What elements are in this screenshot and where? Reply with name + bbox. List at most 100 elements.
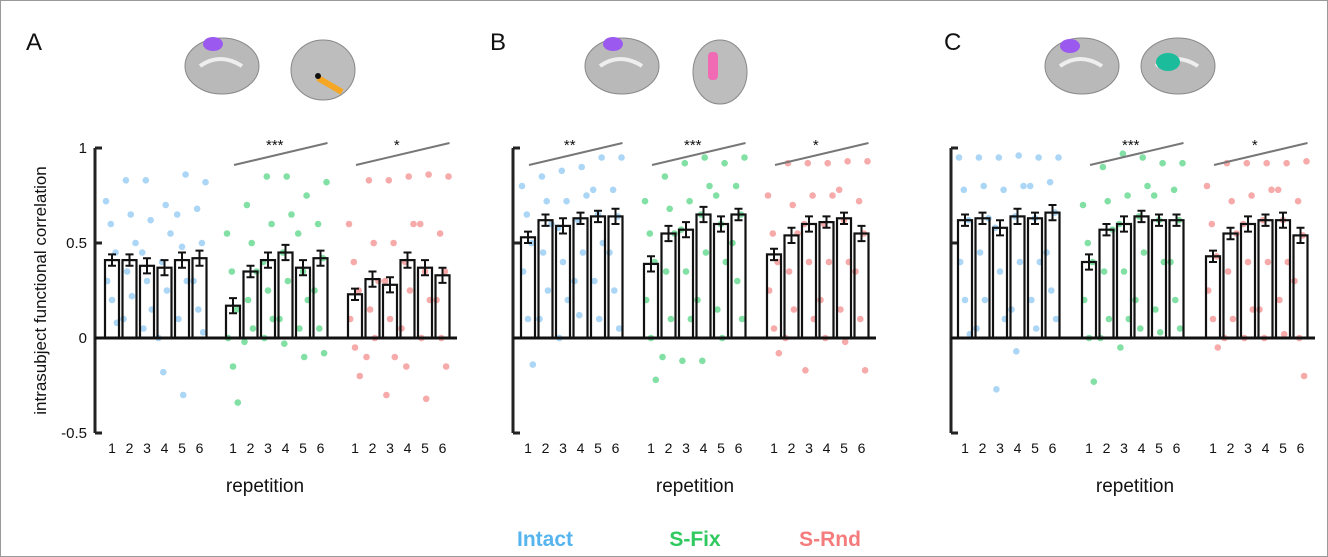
subject-point: [962, 297, 969, 304]
x-tick-label: 1: [524, 440, 532, 456]
subject-point: [195, 306, 202, 313]
x-tick-label: 2: [1227, 440, 1235, 456]
subject-point: [576, 312, 583, 319]
subject-point: [1179, 160, 1186, 167]
subject-point: [229, 268, 236, 275]
subject-point: [590, 187, 597, 194]
subject-point: [647, 230, 654, 237]
subject-point: [248, 240, 255, 247]
subject-point: [303, 192, 310, 199]
subject-point: [862, 367, 869, 374]
subject-point: [1245, 259, 1252, 266]
subject-point: [1124, 192, 1131, 199]
subject-point: [699, 358, 706, 365]
subject-point: [668, 316, 675, 323]
figure: Aintrasubject functional correlation-0.5…: [0, 0, 1328, 557]
x-tick-label: 3: [996, 440, 1004, 456]
subject-point: [765, 192, 772, 199]
subject-point: [1027, 183, 1034, 190]
x-tick-label: 2: [1103, 440, 1111, 456]
x-tick-label: 2: [126, 440, 134, 456]
subject-point: [791, 306, 798, 313]
panel-letter: A: [26, 29, 42, 56]
subject-point: [1295, 198, 1302, 205]
subject-point: [423, 396, 430, 403]
subject-point: [662, 173, 669, 180]
x-tick-label: 6: [735, 440, 743, 456]
x-tick-label: 1: [961, 440, 969, 456]
subject-point: [802, 367, 809, 374]
x-tick-label: 1: [1209, 440, 1217, 456]
subject-point: [1268, 187, 1275, 194]
subject-point: [1301, 373, 1308, 380]
subject-point: [405, 173, 412, 180]
subject-point: [425, 171, 432, 178]
legend: IntactS-FixS-Rnd: [517, 528, 861, 551]
panel-letter: C: [944, 29, 961, 56]
subject-point: [829, 192, 836, 199]
x-tick-label: 5: [717, 440, 725, 456]
y-tick-label: 0: [79, 330, 87, 347]
subject-point: [1020, 183, 1027, 190]
subject-point: [976, 154, 983, 161]
x-tick-label: 6: [1173, 440, 1181, 456]
subject-point: [611, 287, 618, 294]
subject-point: [410, 221, 417, 228]
subject-point: [367, 306, 374, 313]
subject-point: [202, 179, 209, 186]
x-tick-label: 5: [421, 440, 429, 456]
subject-point: [147, 217, 154, 224]
subject-point: [1015, 152, 1022, 159]
y-axis-label: intrasubject functional correlation: [31, 166, 50, 415]
x-tick-label: 4: [1138, 440, 1146, 456]
subject-point: [596, 316, 603, 323]
subject-point: [706, 183, 713, 190]
subject-point: [132, 240, 139, 247]
x-tick-label: 5: [299, 440, 307, 456]
subject-point: [733, 183, 740, 190]
legend-entry: S-Fix: [669, 528, 721, 551]
subject-point: [230, 363, 237, 370]
subject-point: [703, 249, 710, 256]
x-tick-label: 5: [1279, 440, 1287, 456]
subject-point: [295, 230, 302, 237]
x-tick-label: 3: [805, 440, 813, 456]
x-tick-label: 2: [369, 440, 377, 456]
subject-point: [352, 344, 359, 351]
subject-point: [686, 198, 693, 205]
subject-point: [407, 287, 414, 294]
subject-point: [108, 221, 115, 228]
subject-point: [1171, 187, 1178, 194]
subject-point: [734, 278, 741, 285]
x-tick-label: 3: [682, 440, 690, 456]
subject-point: [836, 187, 843, 194]
subject-point: [1159, 160, 1166, 167]
subject-point: [443, 363, 450, 370]
x-tick-label: 6: [1297, 440, 1305, 456]
subject-point: [666, 206, 673, 213]
subject-point: [182, 171, 189, 178]
subject-point: [386, 177, 393, 184]
subject-point: [103, 198, 110, 205]
subject-point: [370, 240, 377, 247]
subject-point: [265, 287, 272, 294]
subject-point: [382, 278, 389, 285]
subject-point: [1117, 344, 1124, 351]
subject-point: [1172, 297, 1179, 304]
subject-point: [383, 392, 390, 399]
x-tick-label: 3: [1244, 440, 1252, 456]
panel-letter: B: [490, 29, 506, 56]
subject-point: [162, 202, 169, 209]
subject-point: [366, 177, 373, 184]
x-tick-label: 5: [1031, 440, 1039, 456]
subject-point: [1230, 316, 1237, 323]
subject-point: [180, 392, 187, 399]
subject-point: [563, 198, 570, 205]
x-tick-label: 2: [788, 440, 796, 456]
subject-point: [281, 340, 288, 347]
subject-point: [264, 173, 271, 180]
subject-point: [235, 399, 242, 406]
subject-point: [713, 192, 720, 199]
subject-point: [1047, 179, 1054, 186]
subject-point: [578, 164, 585, 171]
